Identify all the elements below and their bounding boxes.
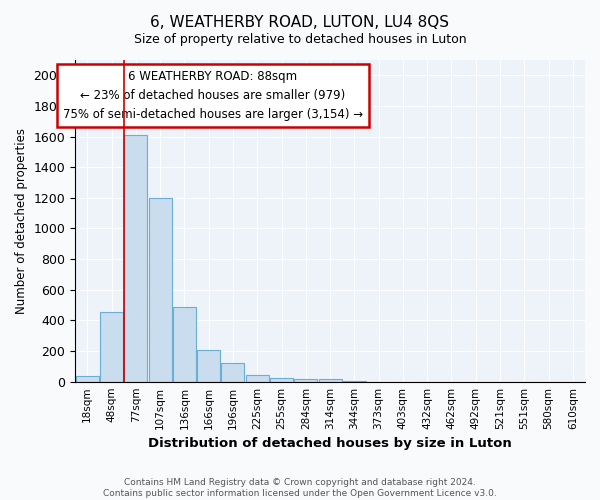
Bar xyxy=(100,312,123,382)
Bar xyxy=(76,376,99,382)
Text: 6, WEATHERBY ROAD, LUTON, LU4 8QS: 6, WEATHERBY ROAD, LUTON, LU4 8QS xyxy=(151,15,449,30)
Bar xyxy=(319,380,341,382)
Bar xyxy=(221,362,244,382)
Bar xyxy=(343,381,366,382)
Bar xyxy=(173,308,196,382)
X-axis label: Distribution of detached houses by size in Luton: Distribution of detached houses by size … xyxy=(148,437,512,450)
Bar xyxy=(294,380,317,382)
Bar xyxy=(149,198,172,382)
Y-axis label: Number of detached properties: Number of detached properties xyxy=(15,128,28,314)
Text: 6 WEATHERBY ROAD: 88sqm
← 23% of detached houses are smaller (979)
75% of semi-d: 6 WEATHERBY ROAD: 88sqm ← 23% of detache… xyxy=(63,70,363,120)
Text: Size of property relative to detached houses in Luton: Size of property relative to detached ho… xyxy=(134,32,466,46)
Bar xyxy=(270,378,293,382)
Bar xyxy=(197,350,220,382)
Bar xyxy=(124,135,148,382)
Bar xyxy=(246,375,269,382)
Text: Contains HM Land Registry data © Crown copyright and database right 2024.
Contai: Contains HM Land Registry data © Crown c… xyxy=(103,478,497,498)
